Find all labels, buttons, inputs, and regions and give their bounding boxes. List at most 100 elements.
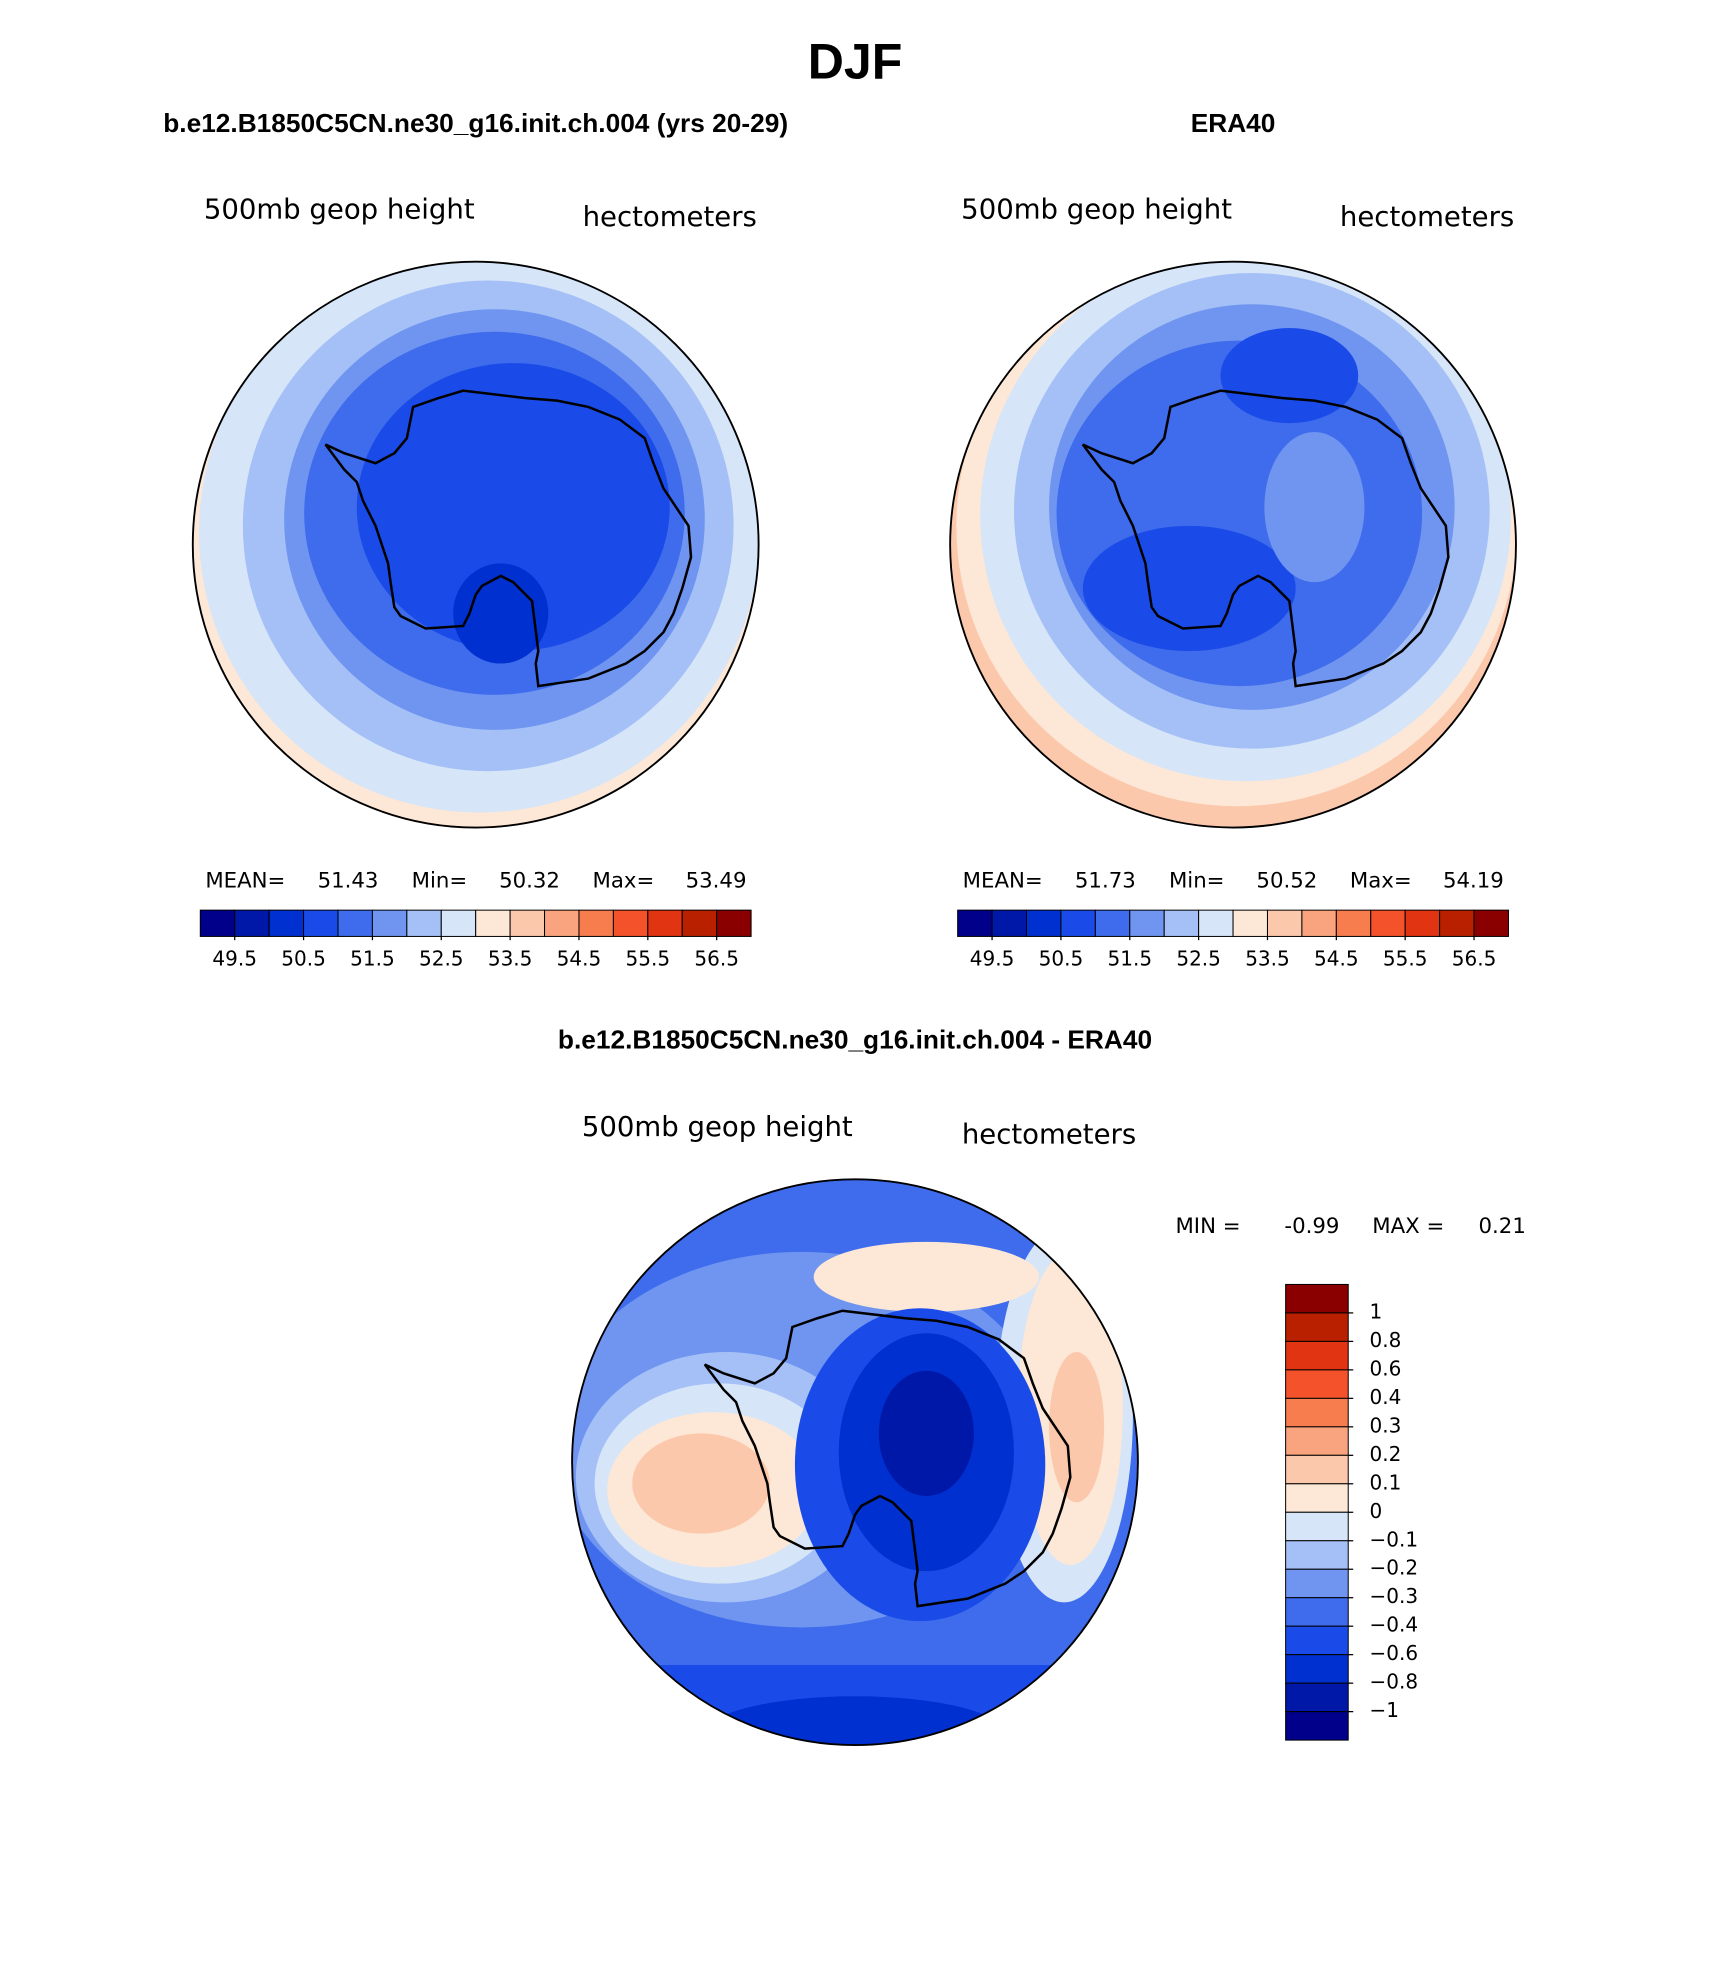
colorbar-box xyxy=(1285,1397,1349,1428)
colorbar: 49.5 50.5 51.5 52.5 53.5 54.5 55.5 56.5 xyxy=(957,909,1509,971)
colorbar-box xyxy=(440,909,477,937)
colorbar-box xyxy=(1129,909,1165,937)
colorbar-box xyxy=(1301,909,1337,937)
map-border xyxy=(191,260,760,829)
stat-value: -0.99 xyxy=(1284,1214,1339,1239)
colorbar-box xyxy=(1285,1369,1349,1399)
colorbar-box xyxy=(1285,1540,1349,1570)
colorbar-box xyxy=(1473,909,1509,937)
colorbar-tick-label: −0.1 xyxy=(1370,1527,1419,1551)
colorbar-box xyxy=(199,909,236,937)
colorbar-box xyxy=(1285,1483,1349,1513)
colorbar-tick-label: 49.5 xyxy=(212,947,257,971)
colorbar-tick-label: 54.5 xyxy=(557,947,602,971)
stat-value: 51.73 xyxy=(1075,868,1136,893)
colorbar-box xyxy=(1285,1312,1349,1342)
variable-label: 500mb geop height xyxy=(204,193,475,225)
map-border xyxy=(949,260,1517,829)
map xyxy=(192,261,759,828)
stats: MIN = -0.99 MAX = 0.21 xyxy=(1175,1214,1525,1239)
colorbar: 1 0.8 0.6 0.4 0.3 0.2 0.1 0 −0.1 −0.2 −0.3 −0.4 −0.6… xyxy=(1285,1283,1419,1741)
colorbar-tick-label: −1 xyxy=(1370,1698,1400,1722)
colorbar-tick-label: 0.2 xyxy=(1370,1442,1402,1466)
colorbar-box xyxy=(647,909,683,937)
colorbar-box xyxy=(1285,1340,1349,1371)
stat-label: Max= xyxy=(593,868,655,893)
colorbar-tick-label: 53.5 xyxy=(1245,947,1290,971)
colorbar-box xyxy=(406,909,442,937)
colorbar-box xyxy=(1285,1283,1349,1314)
colorbar-box xyxy=(1285,1682,1349,1713)
colorbar-box xyxy=(371,909,408,937)
colorbar-box xyxy=(957,909,993,937)
colorbar-tick-label: 52.5 xyxy=(1176,947,1221,971)
stats: MEAN= 51.73 Min= 50.52 Max= 54.19 xyxy=(963,868,1504,893)
units-label: hectometers xyxy=(1340,201,1514,233)
colorbar-box xyxy=(1285,1511,1349,1542)
colorbar-box xyxy=(544,909,580,937)
map-border xyxy=(571,1178,1139,1747)
variable-label: 500mb geop height xyxy=(961,193,1232,225)
colorbar-tick-label: 51.5 xyxy=(350,947,395,971)
colorbar-box xyxy=(612,909,649,937)
colorbar-box xyxy=(1198,909,1234,937)
colorbar-tick-label: 55.5 xyxy=(1383,947,1428,971)
stat-label: Min= xyxy=(412,868,468,893)
colorbar-box xyxy=(1285,1426,1349,1456)
contour-fill xyxy=(704,1696,1006,1746)
contour-fill xyxy=(1082,525,1296,652)
colorbar-box xyxy=(234,909,270,937)
colorbar-tick-label: −0.8 xyxy=(1370,1670,1419,1694)
contour-fill xyxy=(356,363,670,652)
contour-fill xyxy=(453,563,549,664)
colorbar-box xyxy=(1060,909,1096,937)
colorbar-tick-label: 52.5 xyxy=(419,947,464,971)
stat-label: Min= xyxy=(1169,868,1225,893)
contour-fill xyxy=(878,1370,974,1497)
colorbar-box xyxy=(991,909,1028,937)
colorbar-box xyxy=(1439,909,1475,937)
colorbar-tick-label: 0.1 xyxy=(1370,1470,1402,1494)
stat-label: MEAN= xyxy=(205,868,285,893)
stat-value: 50.52 xyxy=(1256,868,1317,893)
stat-label: MAX = xyxy=(1372,1214,1444,1239)
colorbar-tick-label: −0.2 xyxy=(1370,1556,1419,1580)
colorbar-tick-label: 0.8 xyxy=(1370,1328,1402,1352)
panel-title: b.e12.B1850C5CN.ne30_g16.init.ch.004 (yr… xyxy=(163,108,788,138)
contour-fill xyxy=(1049,1352,1105,1503)
colorbar-tick-label: 56.5 xyxy=(1452,947,1497,971)
stat-label: Max= xyxy=(1350,868,1412,893)
colorbar-box xyxy=(1285,1654,1349,1684)
variable-label: 500mb geop height xyxy=(582,1111,853,1143)
colorbar-box xyxy=(1335,909,1372,937)
colorbar-tick-label: 53.5 xyxy=(488,947,533,971)
colorbar-tick-label: 49.5 xyxy=(970,947,1015,971)
colorbar-box xyxy=(1285,1568,1349,1599)
colorbar-tick-label: 0.4 xyxy=(1370,1385,1402,1409)
stat-label: MEAN= xyxy=(963,868,1043,893)
colorbar-box xyxy=(716,909,752,937)
colorbar-tick-label: 1 xyxy=(1370,1299,1383,1323)
colorbar-tick-label: −0.6 xyxy=(1370,1641,1419,1665)
colorbar-box xyxy=(1404,909,1441,937)
colorbar-box xyxy=(1370,909,1406,937)
units-label: hectometers xyxy=(962,1118,1136,1150)
colorbar-box xyxy=(1232,909,1268,937)
contour-fill xyxy=(632,1433,770,1534)
stat-value: 0.21 xyxy=(1479,1214,1526,1239)
colorbar-tick-label: 0.3 xyxy=(1370,1413,1402,1437)
stat-value: 50.32 xyxy=(499,868,560,893)
colorbar-tick-label: 56.5 xyxy=(694,947,739,971)
map xyxy=(950,261,1516,828)
colorbar-box xyxy=(681,909,718,937)
colorbar-box xyxy=(1285,1454,1349,1485)
colorbar-tick-label: 54.5 xyxy=(1314,947,1359,971)
stat-value: 51.43 xyxy=(318,868,379,893)
panel-title: b.e12.B1850C5CN.ne30_g16.init.ch.004 - E… xyxy=(558,1025,1152,1055)
colorbar-tick-label: 0 xyxy=(1370,1499,1383,1523)
stat-value: 53.49 xyxy=(686,868,747,893)
colorbar-tick-label: 51.5 xyxy=(1107,947,1152,971)
colorbar-box xyxy=(1285,1625,1349,1656)
